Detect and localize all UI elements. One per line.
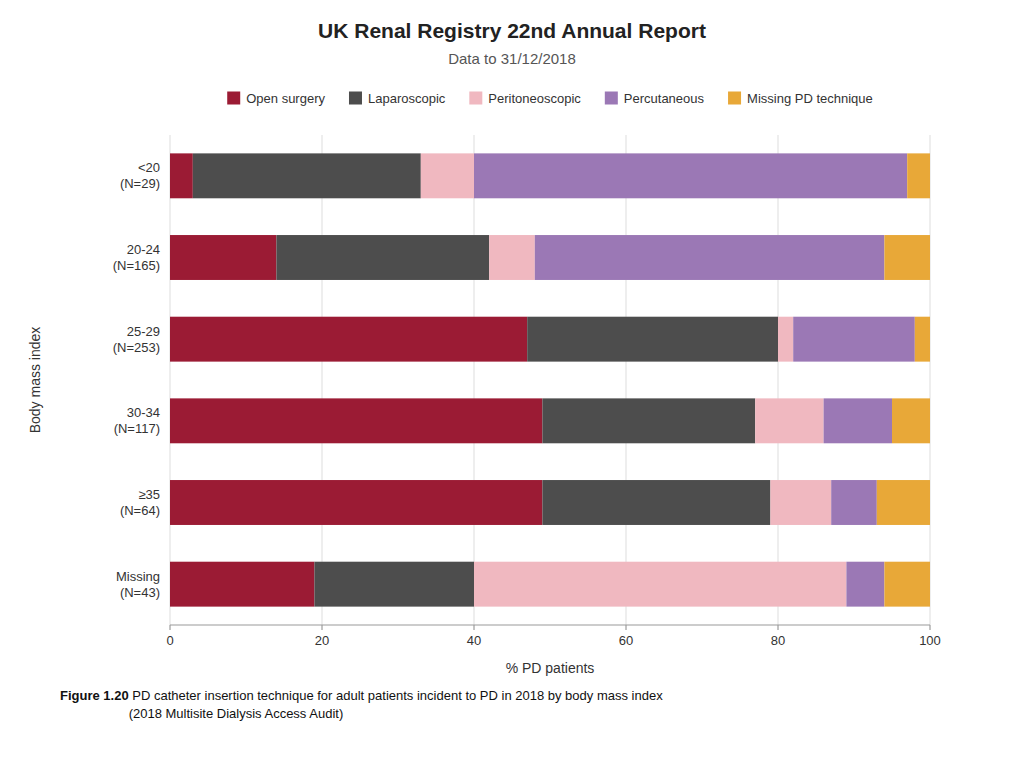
grid-line [626, 135, 627, 625]
tick-mark [170, 625, 171, 630]
bar-segment [170, 317, 527, 362]
bar-segment [276, 235, 489, 280]
bar-segment [793, 317, 915, 362]
bar-segment [778, 317, 793, 362]
legend-label: Missing PD technique [747, 91, 873, 106]
bar-segment [892, 398, 930, 443]
bar-segment [542, 480, 770, 525]
text-line: (2018 Multisite Dialysis Access Audit) [129, 706, 344, 721]
bar-segment [170, 562, 314, 607]
category-label: 25-29(N=253) [113, 324, 160, 355]
legend-label: Laparoscopic [368, 91, 446, 106]
text-line: Figure 1.20 [60, 688, 129, 703]
tick-mark [778, 625, 779, 630]
bar-segment [489, 235, 535, 280]
bar-segment [170, 153, 193, 198]
bar-segment [535, 235, 885, 280]
category-label: 30-34(N=117) [114, 405, 160, 436]
text-line: (N=117) [114, 421, 160, 436]
text-line: (N=165) [113, 258, 160, 273]
legend-item: Percutaneous [605, 91, 705, 106]
bar-segment [877, 480, 930, 525]
bar-segment [907, 153, 930, 198]
legend-swatch [227, 92, 240, 105]
legend: Open surgery Laparoscopic Peritoneoscopic P… [227, 91, 873, 106]
y-axis-title: Body mass index [27, 327, 43, 434]
tick-label: 60 [619, 633, 633, 648]
legend-swatch [349, 92, 362, 105]
bar-segment [474, 562, 846, 607]
bars [170, 153, 930, 606]
x-axis-title: % PD patients [506, 660, 595, 676]
x-axis-line [170, 625, 930, 626]
category-label: <20(N=29) [120, 160, 160, 191]
caption: PD catheter insertion technique for adul… [129, 688, 664, 721]
bar-segment [421, 153, 474, 198]
tick-mark [322, 625, 323, 630]
caption: Figure 1.20 [60, 688, 129, 703]
grid-line [930, 135, 931, 625]
tick-mark [474, 625, 475, 630]
text-line: <20 [138, 160, 160, 175]
text-line: (N=253) [113, 340, 160, 355]
text-line: 30-34 [127, 405, 160, 420]
legend-swatch [469, 92, 482, 105]
text-line: (N=64) [120, 503, 160, 518]
legend-item: Missing PD technique [728, 91, 873, 106]
legend-swatch [728, 92, 741, 105]
bar-segment [824, 398, 892, 443]
bar-segment [193, 153, 421, 198]
title: UK Renal Registry 22nd Annual Report [318, 19, 706, 42]
tick-mark [626, 625, 627, 630]
bar-segment [170, 480, 542, 525]
grid-line [170, 135, 171, 625]
category-label: ≥35(N=64) [120, 487, 160, 518]
grid-line [474, 135, 475, 625]
bar-segment [884, 562, 930, 607]
bar-segment [770, 480, 831, 525]
legend-label: Open surgery [246, 91, 325, 106]
bar-segment [755, 398, 823, 443]
grid-line [322, 135, 323, 625]
bar-segment [474, 153, 907, 198]
bar-segment [542, 398, 755, 443]
tick-label: 80 [771, 633, 785, 648]
legend-label: Peritoneoscopic [488, 91, 581, 106]
text-line: 20-24 [127, 242, 160, 257]
bar-segment [170, 235, 276, 280]
text-line: ≥35 [138, 487, 160, 502]
bar-segment [314, 562, 474, 607]
text-line: Missing [116, 569, 160, 584]
chart: UK Renal Registry 22nd Annual Report Data… [0, 0, 1024, 768]
category-label: Missing(N=43) [116, 569, 160, 600]
tick-label: 40 [467, 633, 481, 648]
legend-label: Percutaneous [624, 91, 705, 106]
subtitle: Data to 31/12/2018 [448, 50, 576, 67]
text-line: (N=29) [120, 176, 160, 191]
bar-segment [846, 562, 884, 607]
bar-segment [915, 317, 930, 362]
text-line: (N=43) [120, 585, 160, 600]
legend-swatch [605, 92, 618, 105]
grid [170, 135, 930, 625]
legend-item: Laparoscopic [349, 91, 446, 106]
text-line: PD catheter insertion technique for adul… [129, 688, 664, 703]
tick-mark [930, 625, 931, 630]
legend-item: Peritoneoscopic [469, 91, 581, 106]
bar-segment [831, 480, 877, 525]
bar-segment [527, 317, 778, 362]
tick-label: 0 [166, 633, 173, 648]
bar-segment [170, 398, 542, 443]
tick-label: 20 [315, 633, 329, 648]
bar-segment [884, 235, 930, 280]
tick-label: 100 [919, 633, 941, 648]
legend-item: Open surgery [227, 91, 325, 106]
category-label: 20-24(N=165) [113, 242, 160, 273]
text-line: 25-29 [127, 324, 160, 339]
grid-line [778, 135, 779, 625]
